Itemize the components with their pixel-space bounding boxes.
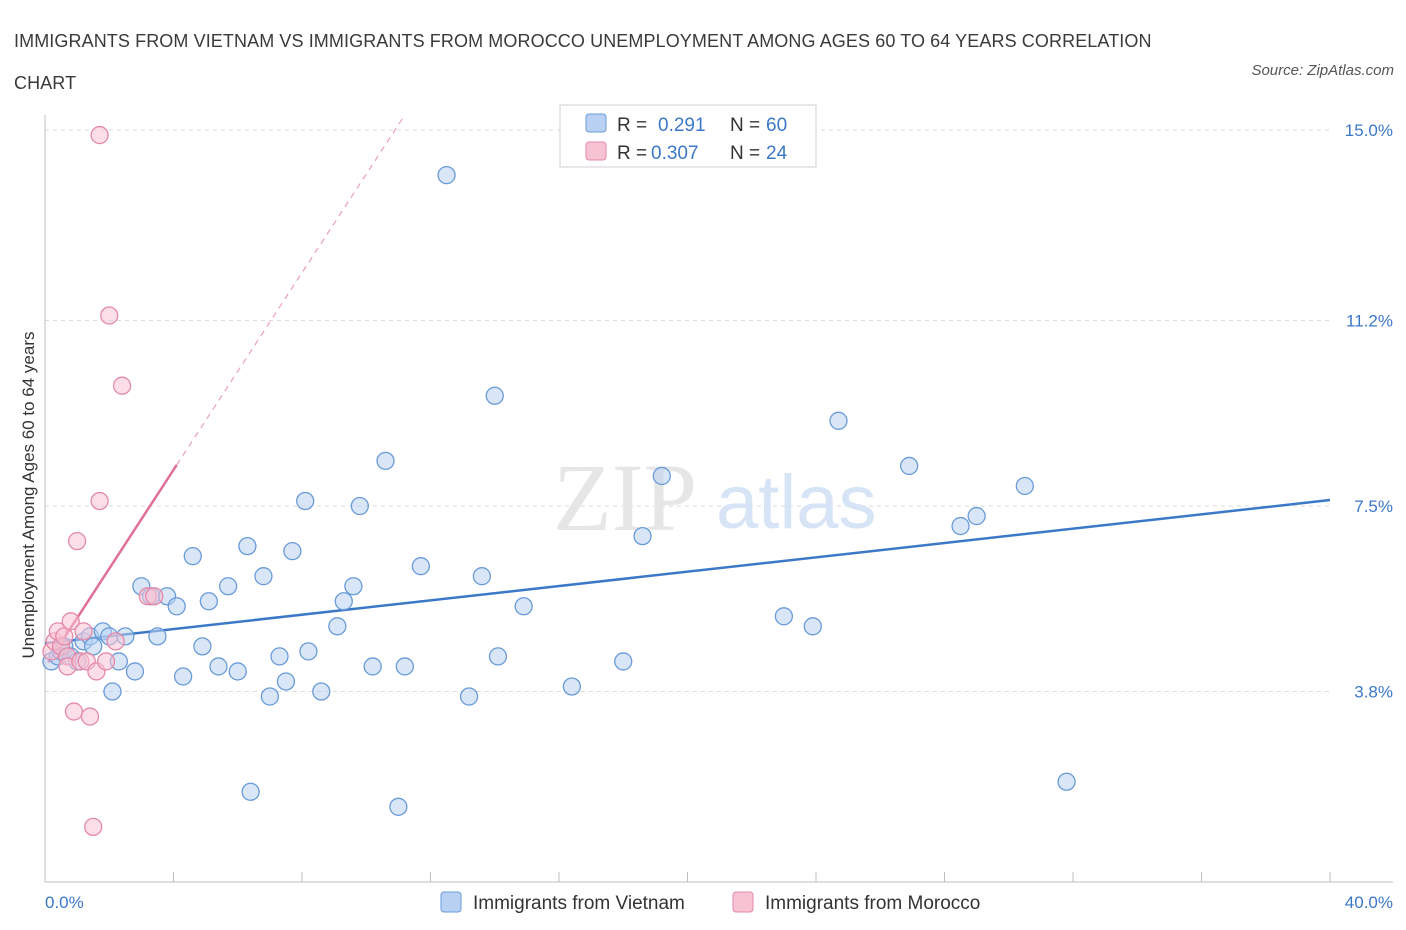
vietnam-point-21 [183, 547, 202, 566]
vietnam-point-54 [633, 526, 652, 546]
vietnam-point-36 [312, 682, 331, 701]
morocco-point-21 [112, 376, 132, 395]
bottom-legend-swatch-vietnam [440, 891, 462, 913]
vietnam-point-19 [167, 597, 186, 616]
source-label: Source: ZipAtlas.com [1251, 62, 1394, 79]
x-ticks [44, 872, 1331, 882]
vietnam-point-63 [1057, 772, 1076, 791]
vietnam-point-32 [276, 672, 296, 691]
bottom-legend-label-vietnam: Immigrants from Vietnam [473, 893, 685, 914]
vietnam-point-55 [652, 466, 671, 486]
trend-extension-morocco [176, 114, 406, 466]
vietnam-point-61 [967, 506, 986, 526]
vietnam-point-17 [148, 627, 167, 646]
vietnam-point-22 [193, 637, 212, 656]
series-morocco-points [42, 125, 164, 837]
vietnam-point-40 [350, 496, 369, 516]
x-tick-label-right: 40.0% [1345, 893, 1393, 912]
vietnam-point-39 [344, 577, 363, 596]
vietnam-point-48 [472, 567, 492, 586]
morocco-point-17 [90, 125, 109, 145]
vietnam-point-34 [296, 491, 315, 511]
vietnam-point-25 [218, 577, 238, 596]
vietnam-point-35 [299, 642, 318, 661]
x-tick-label-left: 0.0% [45, 893, 84, 912]
vietnam-point-58 [829, 411, 848, 430]
morocco-point-4 [55, 627, 74, 646]
vietnam-point-62 [1015, 476, 1034, 496]
legend-r-value-vietnam: 0.291 [658, 115, 706, 136]
legend-n-label-vietnam: N = [730, 115, 760, 136]
legend: R = 0.291 N = 60 R = 0.307 N = 24 [559, 104, 817, 168]
legend-swatch-morocco [585, 141, 607, 161]
legend-n-value-vietnam: 60 [766, 115, 787, 136]
vietnam-point-27 [238, 536, 257, 556]
vietnam-point-59 [900, 456, 919, 476]
morocco-point-16 [90, 491, 109, 511]
vietnam-point-28 [241, 782, 260, 801]
y-tick-labels: 3.8% 7.5% 11.2% 15.0% [1345, 121, 1393, 701]
vietnam-point-60 [951, 516, 970, 536]
vietnam-point-57 [803, 617, 822, 636]
legend-swatch-vietnam [585, 113, 607, 133]
morocco-point-19 [100, 306, 119, 325]
legend-r-label-vietnam: R = [617, 115, 647, 136]
vietnam-point-20 [173, 667, 193, 686]
morocco-point-23 [145, 587, 164, 606]
vietnam-point-47 [459, 687, 479, 706]
vietnam-point-37 [328, 617, 347, 636]
watermark-atlas: atlas [716, 460, 877, 545]
morocco-point-14 [84, 817, 103, 837]
morocco-point-7 [61, 612, 80, 631]
vietnam-point-38 [334, 592, 353, 611]
morocco-point-9 [67, 531, 87, 551]
trend-lines [44, 114, 1331, 664]
chart-title: IMMIGRANTS FROM VIETNAM VS IMMIGRANTS FR… [14, 31, 1152, 93]
grid-lines [45, 129, 1330, 693]
legend-n-label-morocco: N = [730, 143, 760, 164]
vietnam-point-30 [260, 687, 280, 706]
vietnam-point-14 [125, 662, 145, 681]
vietnam-point-24 [209, 657, 228, 676]
vietnam-point-53 [614, 652, 633, 671]
y-tick-label-0: 3.8% [1354, 683, 1393, 702]
vietnam-point-41 [363, 657, 382, 676]
vietnam-point-52 [562, 677, 581, 696]
vietnam-point-26 [228, 662, 247, 681]
vietnam-point-8 [84, 637, 103, 656]
bottom-legend: Immigrants from Vietnam Immigrants from … [440, 891, 980, 914]
vietnam-point-51 [514, 597, 533, 616]
vietnam-point-44 [395, 657, 414, 676]
morocco-point-11 [74, 622, 93, 641]
vietnam-point-49 [485, 386, 504, 405]
vietnam-point-23 [199, 592, 218, 611]
y-axis-label: Unemployment Among Ages 60 to 64 years [19, 332, 38, 659]
vietnam-point-42 [376, 451, 395, 471]
vietnam-point-43 [389, 797, 408, 816]
vietnam-point-33 [283, 541, 302, 561]
morocco-point-13 [80, 707, 100, 726]
y-tick-label-1: 7.5% [1354, 497, 1393, 516]
morocco-point-20 [106, 632, 125, 651]
trend-line-vietnam [44, 498, 1331, 645]
y-tick-label-3: 15.0% [1345, 121, 1393, 140]
legend-n-value-morocco: 24 [766, 143, 788, 164]
vietnam-point-11 [103, 682, 122, 701]
vietnam-point-29 [254, 567, 273, 586]
morocco-point-18 [96, 652, 116, 671]
y-tick-label-2: 11.2% [1346, 312, 1393, 331]
vietnam-point-45 [411, 557, 431, 576]
morocco-point-8 [64, 702, 84, 721]
bottom-legend-label-morocco: Immigrants from Morocco [765, 893, 980, 914]
watermark-zip: ZIP [553, 444, 697, 551]
vietnam-point-56 [774, 607, 794, 626]
legend-r-value-morocco: 0.307 [651, 143, 699, 164]
vietnam-point-50 [488, 647, 508, 666]
vietnam-point-31 [270, 647, 289, 666]
bottom-legend-swatch-morocco [732, 891, 754, 913]
vietnam-point-46 [437, 166, 456, 185]
legend-r-label-morocco: R = [617, 143, 647, 164]
